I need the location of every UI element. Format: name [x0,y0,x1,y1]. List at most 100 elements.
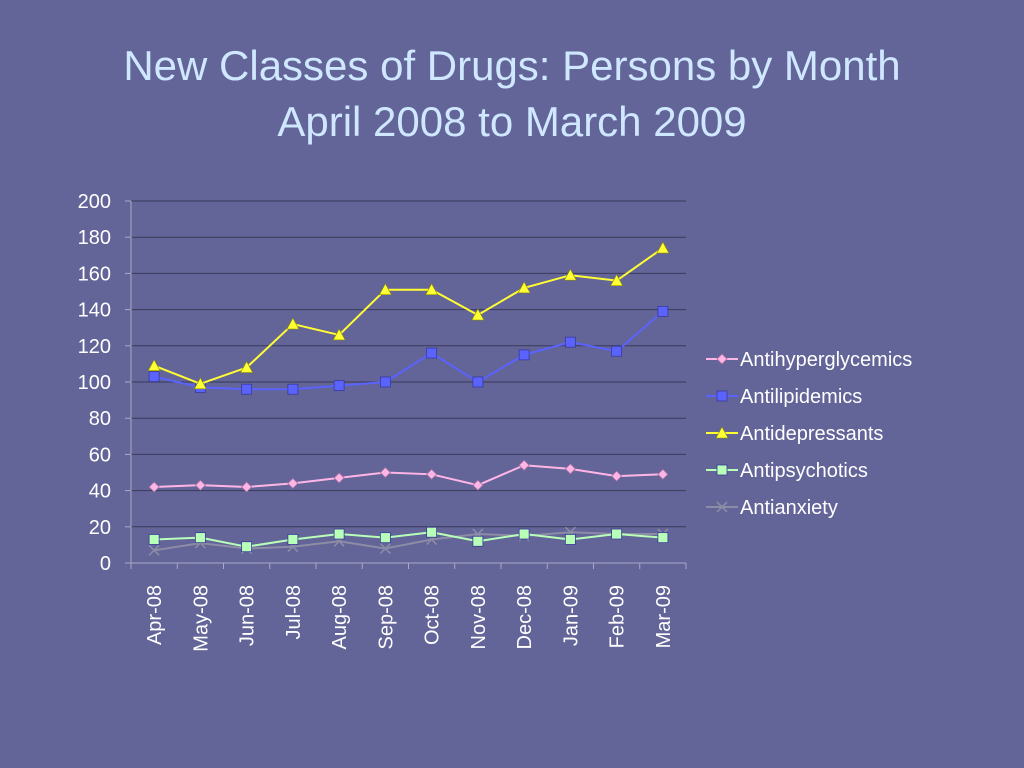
y-tick-label: 160 [78,263,111,285]
legend-label-antianxiety: Antianxiety [740,497,838,519]
data-point-antipsychotics [194,532,206,544]
data-point-antihyperglycemics [287,477,299,489]
legend-item-antipsychotics: Antipsychotics [706,460,868,482]
legend-marker-antihyperglycemics [716,353,728,365]
data-point-antilipidemics [518,349,530,361]
legend-marker-antipsychotics [716,464,728,476]
legend-label-antidepressants: Antidepressants [740,423,883,445]
x-tick-label: May-08 [190,585,212,652]
legend-label-antipsychotics: Antipsychotics [740,460,868,482]
series-antilipidemics [148,306,669,395]
legend-marker-antidepressants [715,426,729,439]
legend-marker-antianxiety [716,501,728,513]
title-line-2: April 2008 to March 2009 [277,98,747,145]
series-antidepressants [147,241,670,390]
data-point-antihyperglycemics [194,479,206,491]
legend-item-antilipidemics: Antilipidemics [706,386,862,408]
data-point-antilipidemics [611,345,623,357]
data-point-antihyperglycemics [611,470,623,482]
data-point-antihyperglycemics [148,481,160,493]
data-point-antidepressants [378,283,392,295]
x-tick-label: Jan-09 [560,585,582,646]
series-antihyperglycemics [148,459,669,493]
title-line-1: New Classes of Drugs: Persons by Month [123,42,901,89]
x-tick-label: Nov-08 [468,585,490,649]
data-point-antipsychotics [564,534,576,545]
data-point-antilipidemics [379,376,391,388]
data-point-antianxiety [379,542,391,555]
y-tick-label: 80 [89,408,111,430]
series-line-antidepressants [153,247,664,385]
data-point-antidepressants [286,317,300,330]
legend-item-antianxiety: Antianxiety [706,497,838,519]
legend-label-antihyperglycemics: Antihyperglycemics [740,349,912,371]
data-point-antidepressants [656,241,670,254]
data-point-antihyperglycemics [518,459,530,471]
y-tick-label: 180 [78,227,111,249]
data-point-antipsychotics [518,528,530,540]
data-point-antidepressants [471,308,485,321]
x-tick-label: Sep-08 [375,585,397,650]
data-point-antilipidemics [564,336,576,348]
data-point-antihyperglycemics [657,468,669,480]
data-point-antilipidemics [426,347,438,359]
data-point-antianxiety [148,544,160,556]
data-point-antihyperglycemics [241,481,253,493]
data-point-antidepressants [193,377,207,390]
data-point-antihyperglycemics [426,468,438,480]
y-tick-label: 140 [78,300,111,322]
data-point-antidepressants [332,328,346,341]
series-line-antilipidemics [153,310,664,391]
y-tick-label: 200 [78,191,111,213]
y-tick-label: 40 [89,481,111,503]
data-point-antilipidemics [333,380,345,392]
y-tick-label: 60 [89,444,111,466]
x-tick-label: Oct-08 [422,585,444,645]
x-tick-label: Apr-08 [144,585,166,645]
data-point-antihyperglycemics [379,466,391,479]
data-point-antipsychotics [426,526,438,538]
legend-label-antilipidemics: Antilipidemics [740,386,862,408]
data-point-antipsychotics [472,535,484,547]
x-tick-label: Feb-09 [607,585,629,648]
data-point-antilipidemics [241,383,253,395]
data-point-antihyperglycemics [333,472,345,484]
legend: Antihyperglycemics Antilipidemics Antidepr… [706,349,912,519]
y-tick-label: 0 [100,553,111,575]
series-line-antipsychotics [154,531,663,548]
data-point-antipsychotics [287,534,299,545]
series-line-antianxiety [153,531,663,552]
legend-marker-antilipidemics [716,390,728,402]
gridlines [131,200,686,564]
data-point-antidepressants [147,359,161,372]
data-point-antihyperglycemics [472,479,484,491]
data-point-antidepressants [517,281,531,294]
x-tick-label: Dec-08 [514,585,536,649]
legend-item-antidepressants: Antidepressants [706,423,883,445]
data-point-antipsychotics [241,541,253,553]
slide-title: New Classes of Drugs: Persons by Month A… [0,38,1024,150]
x-tick-label: Mar-09 [653,585,675,648]
x-tick-label: Aug-08 [329,585,351,650]
data-point-antidepressants [563,268,577,281]
y-tick-label: 20 [89,517,111,539]
series-antipsychotics [148,526,669,553]
y-tick-label: 100 [78,372,111,394]
data-point-antidepressants [425,283,439,295]
series-antianxiety [148,526,669,556]
data-point-antipsychotics [148,534,160,545]
data-point-antilipidemics [472,376,484,388]
data-point-antilipidemics [287,383,299,395]
series-line-antihyperglycemics [154,464,663,488]
data-point-antilipidemics [657,306,669,317]
x-tick-label: Jul-08 [283,585,305,639]
data-point-antidepressants [240,360,254,373]
data-point-antipsychotics [333,528,345,540]
data-point-antipsychotics [611,528,623,540]
y-tick-label: 120 [78,336,111,358]
data-point-antipsychotics [379,532,391,544]
data-point-antilipidemics [148,371,160,382]
legend-item-antihyperglycemics: Antihyperglycemics [706,349,912,371]
data-point-antidepressants [610,274,624,286]
